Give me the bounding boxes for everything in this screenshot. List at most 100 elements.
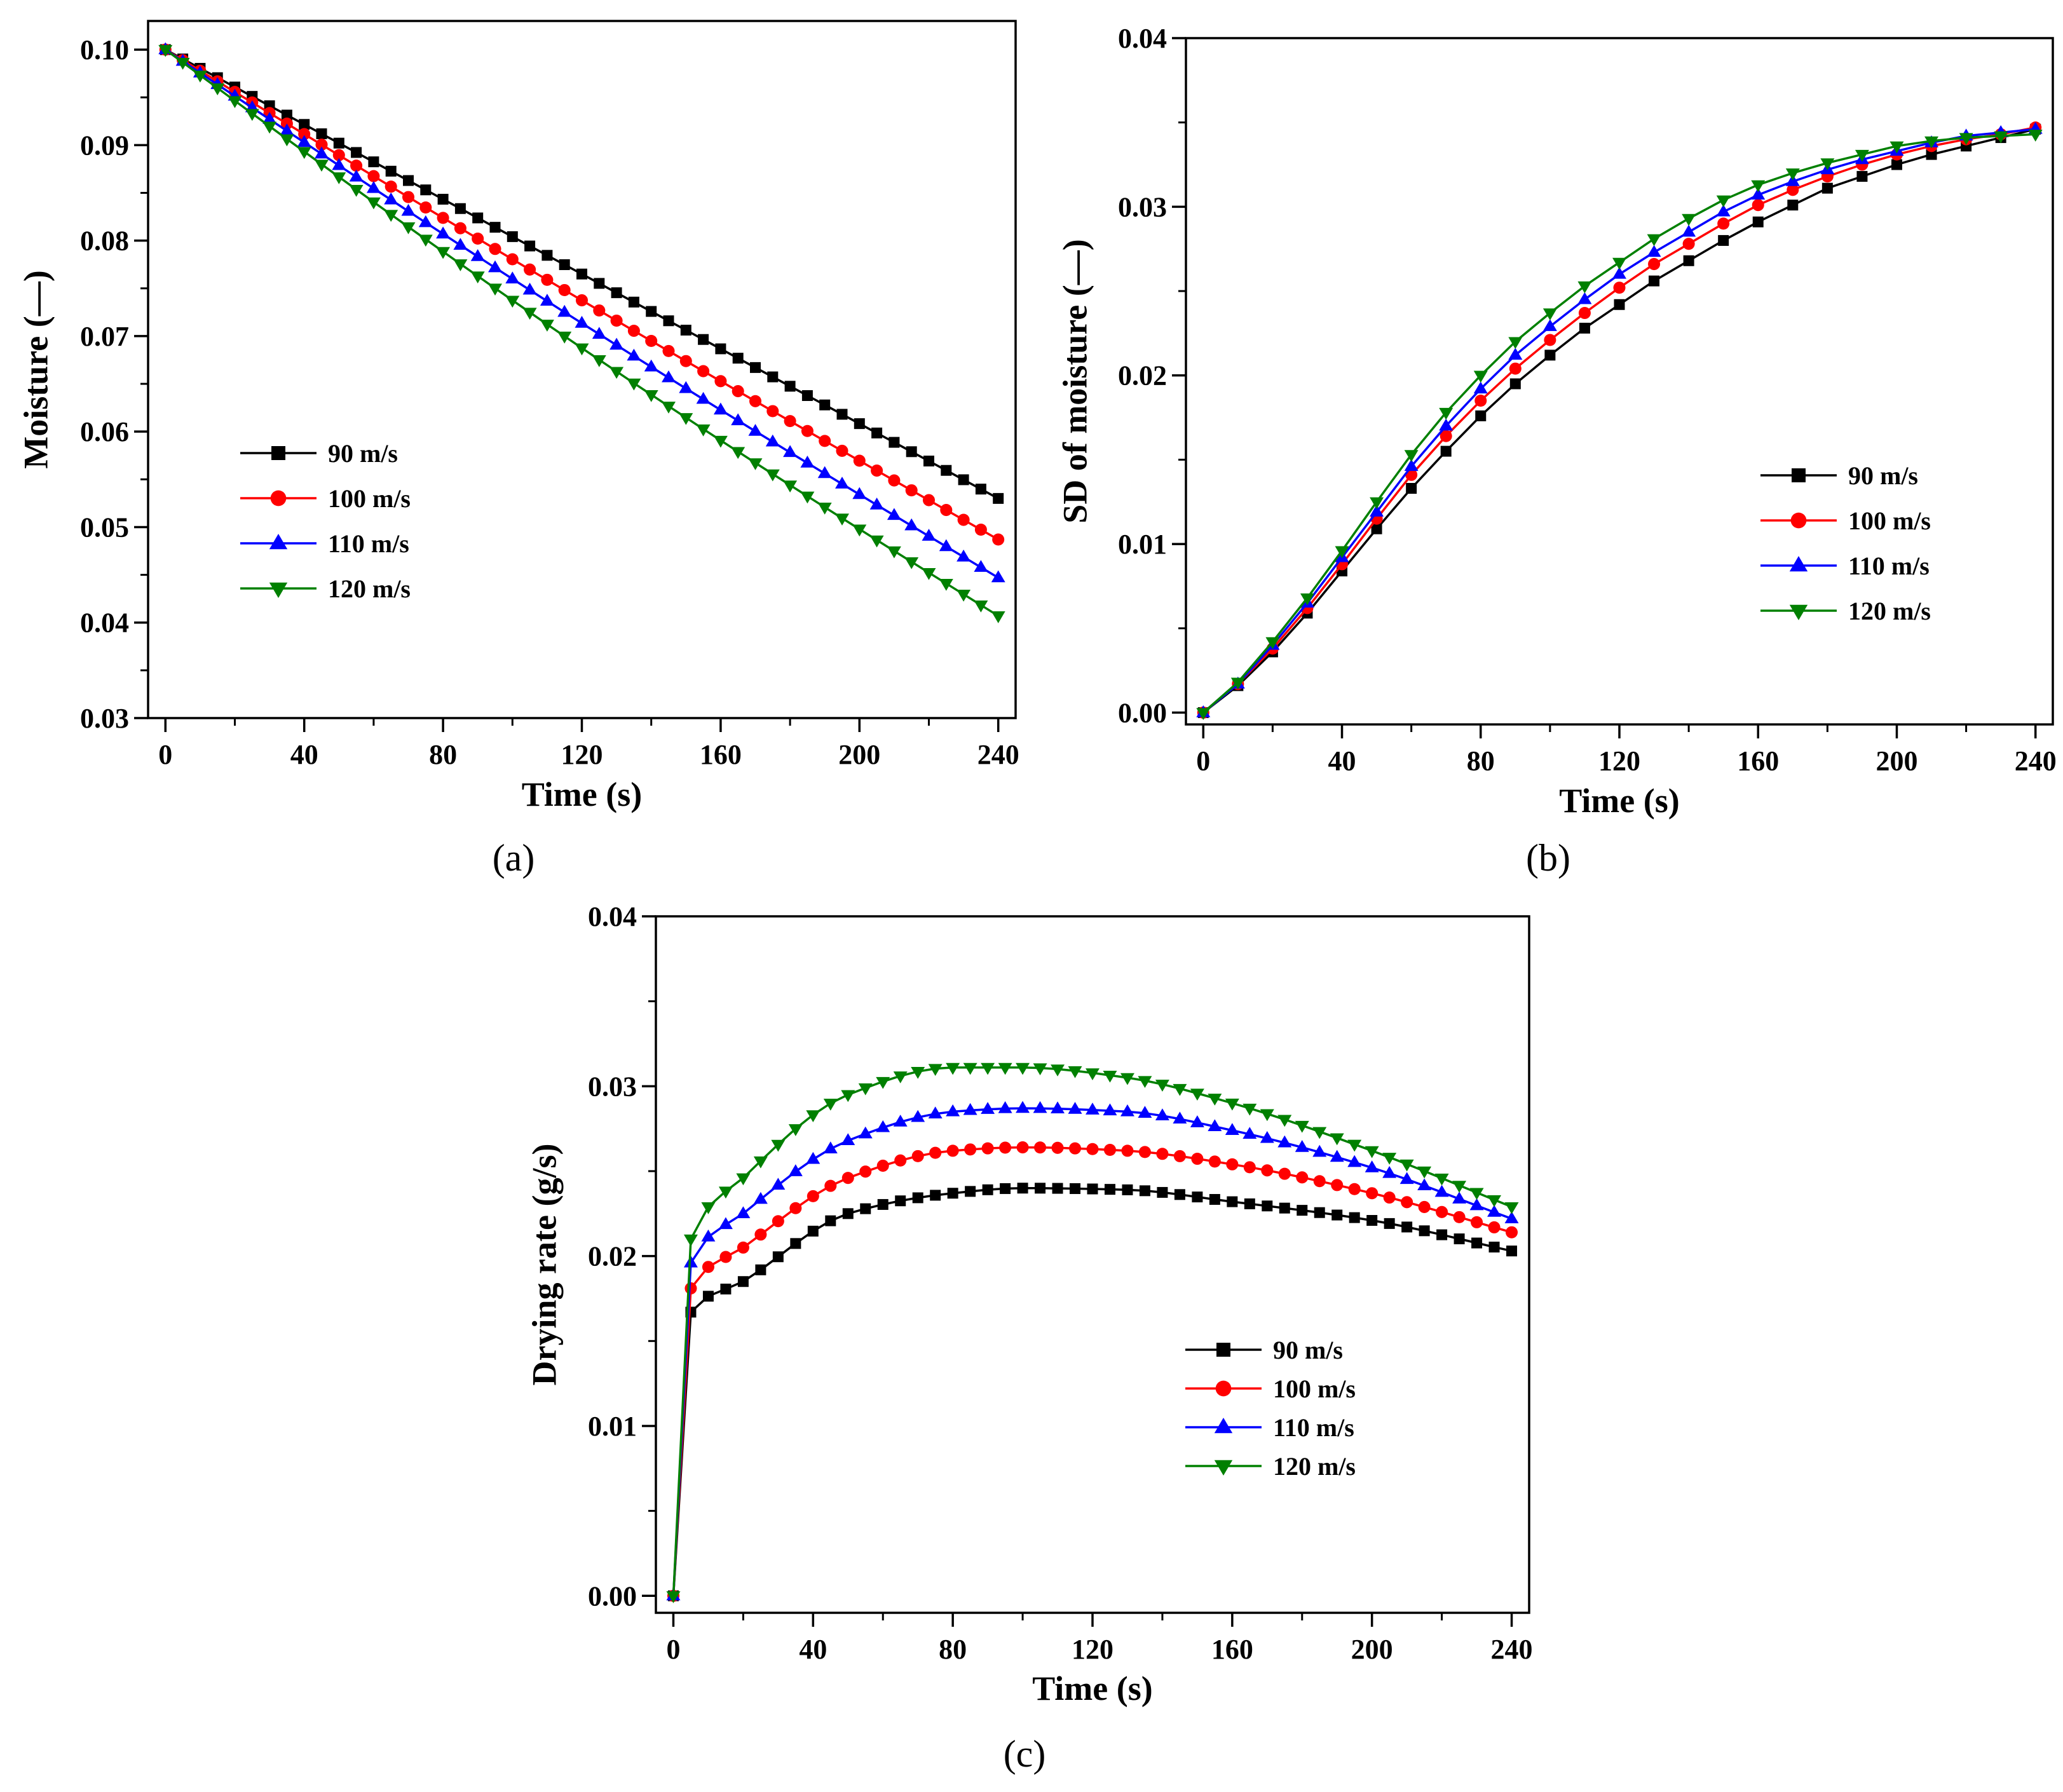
data-point: [540, 294, 554, 306]
data-point: [714, 375, 727, 388]
data-point: [1139, 1185, 1150, 1197]
legend: 90 m/s 100 m/s 110 m/s 120 m/s: [1760, 461, 1931, 625]
data-point: [557, 304, 572, 317]
legend-label: 90 m/s: [1848, 461, 1918, 490]
y-tick-label: 0.04: [588, 901, 637, 932]
data-point: [750, 362, 761, 373]
data-point: [771, 1178, 786, 1190]
data-point: [1959, 133, 1973, 146]
x-tick-label: 160: [700, 739, 742, 770]
data-point: [817, 503, 832, 515]
data-point: [522, 282, 537, 295]
data-point: [609, 367, 624, 379]
data-point: [666, 1591, 681, 1603]
x-tick-label: 240: [1491, 1634, 1533, 1665]
data-point: [748, 458, 763, 470]
data-point: [454, 203, 466, 214]
data-point: [904, 518, 919, 531]
data-point: [958, 474, 969, 485]
data-point: [1190, 1089, 1204, 1101]
data-point: [228, 96, 242, 109]
data-point: [1225, 1123, 1239, 1135]
x-tick-label: 120: [1598, 745, 1640, 777]
data-point: [1855, 149, 1869, 162]
data-point: [332, 158, 346, 170]
data-point: [645, 334, 658, 348]
data-point: [680, 325, 691, 336]
data-point: [351, 147, 362, 158]
data-point: [965, 1186, 976, 1197]
data-point: [928, 1064, 943, 1076]
data-point: [807, 1190, 819, 1202]
data-point: [963, 1062, 977, 1075]
data-point: [1265, 637, 1280, 649]
y-tick-label: 0.10: [80, 34, 129, 65]
data-point: [1787, 200, 1799, 211]
data-point: [1475, 410, 1487, 421]
data-point: [698, 334, 709, 345]
data-point: [929, 1146, 942, 1159]
data-point: [1296, 1171, 1309, 1184]
data-point: [1312, 1144, 1327, 1157]
data-point: [1924, 136, 1939, 149]
data-point: [1104, 1184, 1115, 1195]
data-point: [842, 1208, 854, 1219]
y-tick-label: 0.00: [1118, 697, 1167, 728]
data-point: [1052, 1183, 1063, 1194]
data-point: [736, 1173, 751, 1186]
data-point: [1155, 1080, 1169, 1092]
data-point: [749, 395, 762, 407]
legend-marker: [269, 534, 288, 550]
data-point: [1243, 1103, 1257, 1116]
data-point: [817, 466, 832, 479]
data-point: [611, 287, 622, 299]
data-point: [662, 402, 676, 414]
data-point: [1227, 1196, 1238, 1207]
data-point: [1506, 1246, 1518, 1257]
data-point: [1419, 1225, 1430, 1237]
data-point: [505, 271, 520, 284]
data-point: [788, 1164, 803, 1176]
data-point: [1787, 184, 1799, 196]
data-point: [1614, 299, 1625, 310]
data-point: [789, 1202, 802, 1214]
data-point: [1682, 238, 1695, 250]
data-point: [974, 523, 987, 536]
data-point: [718, 1186, 733, 1199]
data-point: [869, 497, 884, 510]
data-point: [718, 1217, 733, 1230]
data-point: [1434, 1173, 1449, 1186]
data-point: [1577, 281, 1592, 294]
data-point: [679, 381, 693, 393]
data-point: [858, 1083, 873, 1096]
series-120-m-s: [158, 44, 1005, 623]
data-point: [1191, 1153, 1204, 1165]
data-point: [1366, 1214, 1378, 1226]
x-tick-label: 240: [2015, 745, 2057, 777]
data-point: [922, 494, 936, 506]
data-point: [1051, 1141, 1064, 1154]
data-point: [1366, 1187, 1379, 1200]
data-point: [1103, 1143, 1116, 1157]
data-point: [1785, 168, 1800, 180]
data-point: [819, 399, 831, 411]
data-point: [472, 212, 484, 224]
data-point: [1473, 381, 1488, 394]
data-point: [524, 263, 536, 276]
data-point: [836, 444, 848, 457]
data-point: [683, 1234, 698, 1247]
data-point: [1504, 1202, 1519, 1214]
data-point: [1208, 1155, 1221, 1168]
data-point: [806, 1151, 820, 1164]
data-point: [754, 1228, 767, 1241]
data-point: [1579, 322, 1590, 334]
data-point: [1035, 1183, 1046, 1194]
data-point: [436, 226, 451, 239]
data-point: [1138, 1076, 1152, 1089]
data-point: [737, 1241, 749, 1254]
data-point: [1068, 1102, 1082, 1114]
data-point: [1613, 282, 1626, 294]
data-point: [488, 260, 502, 273]
data-point: [1314, 1207, 1325, 1218]
legend-item: 90 m/s: [240, 439, 398, 468]
